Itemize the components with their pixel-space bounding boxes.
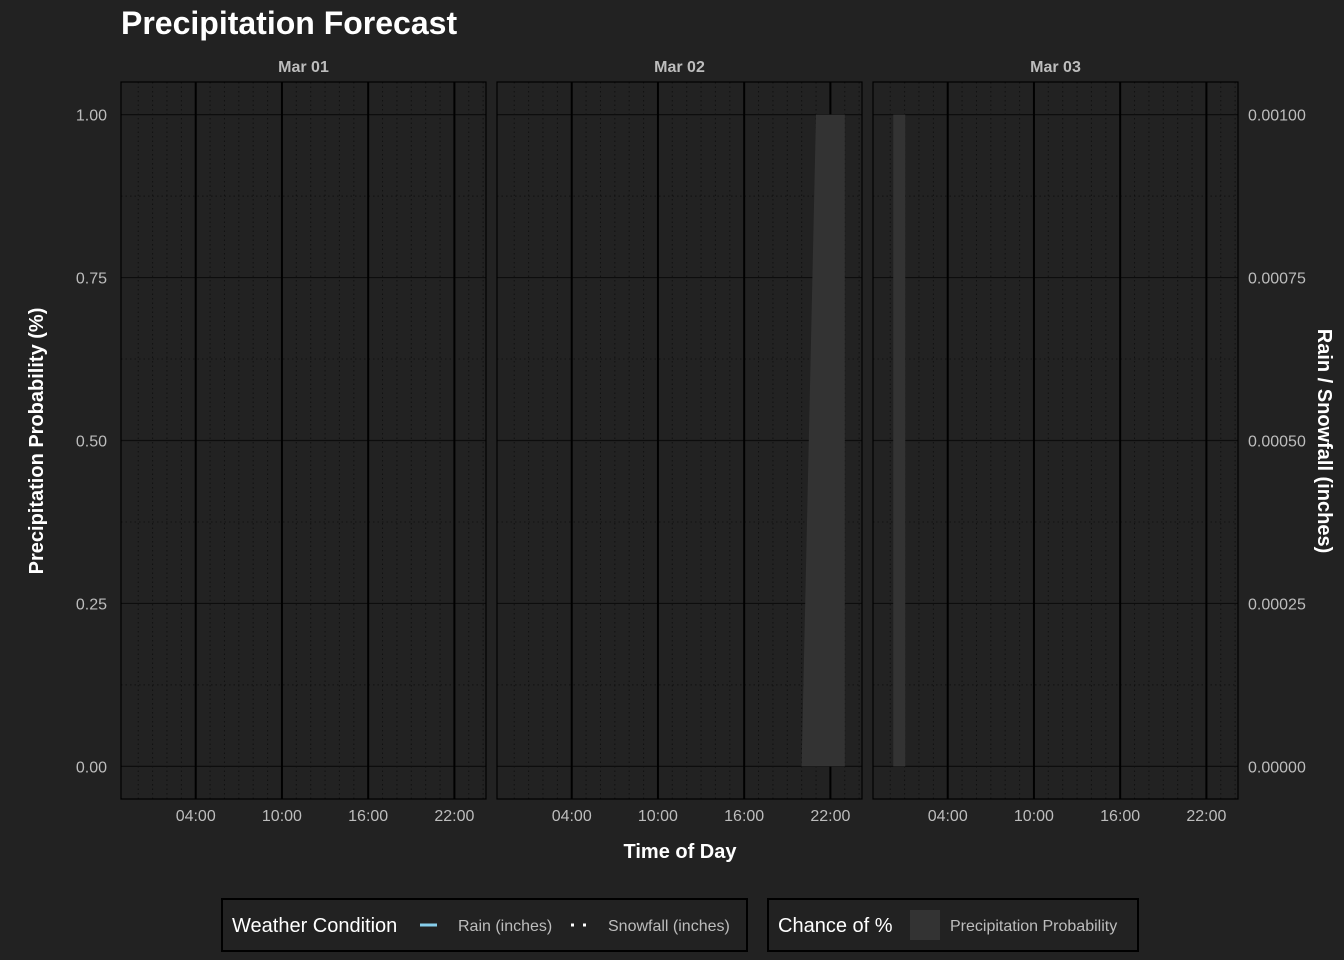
y-tick-label-left: 0.25 [76, 596, 107, 613]
y-tick-label-left: 0.00 [76, 759, 107, 776]
y-tick-label-left: 0.50 [76, 434, 107, 451]
chart-legends: Weather Condition Rain (inches) Snowfall (… [221, 898, 1139, 952]
x-tick-label: 04:00 [928, 808, 968, 825]
x-tick-label: 10:00 [262, 808, 302, 825]
legend-box [221, 898, 748, 952]
y-tick-label-left: 0.75 [76, 271, 107, 288]
panel-border [496, 81, 863, 800]
right-y-axis: 0.00000 0.00025 0.00050 0.00075 0.00100 [1248, 108, 1306, 777]
x-tick-label: 10:00 [638, 808, 678, 825]
x-tick-label: 10:00 [1014, 808, 1054, 825]
x-tick-label: 04:00 [552, 808, 592, 825]
x-tick-label: 04:00 [176, 808, 216, 825]
panel-border [872, 81, 1239, 800]
y-tick-label-left: 1.00 [76, 108, 107, 125]
x-tick-label: 22:00 [810, 808, 850, 825]
facet-strip-label: Mar 01 [278, 59, 329, 76]
snowfall-legend-label: Snowfall (inches) [608, 918, 730, 935]
x-tick-label: 16:00 [724, 808, 764, 825]
y-tick-label-right: 0.00050 [1248, 434, 1306, 451]
facet-panel-3: 04:00 10:00 16:00 22:00 Mar 03 [872, 59, 1239, 825]
y-axis-title-right: Rain / Snowfall (inches) [1313, 329, 1335, 553]
y-axis-title-left: Precipitation Probability (%) [26, 308, 48, 575]
chart-panels: 04:00 10:00 16:00 22:00 Mar 01 04:00 10:00 16:0… [76, 59, 1239, 825]
x-tick-label: 22:00 [434, 808, 474, 825]
legend-chance: Chance of % Precipitation Probability [767, 898, 1139, 952]
x-axis-title: Time of Day [624, 841, 738, 863]
probability-area-mar-03 [893, 114, 906, 767]
legend-weather-condition: Weather Condition Rain (inches) Snowfall (… [221, 898, 748, 952]
facet-panel-2: 04:00 10:00 16:00 22:00 Mar 02 [496, 59, 863, 825]
facet-strip-label: Mar 03 [1030, 59, 1081, 76]
y-tick-label-right: 0.00100 [1248, 108, 1306, 125]
facet-panel-1: 04:00 10:00 16:00 22:00 Mar 01 [120, 59, 487, 825]
legend-title: Chance of % [778, 915, 893, 937]
y-tick-label-right: 0.00000 [1248, 759, 1306, 776]
rain-legend-label: Rain (inches) [458, 918, 552, 935]
facet-strip-label: Mar 02 [654, 59, 705, 76]
panel-border [120, 81, 487, 800]
legend-title: Weather Condition [232, 915, 397, 937]
legend-box [767, 898, 1139, 952]
y-tick-label-right: 0.00025 [1248, 596, 1306, 613]
probability-legend-key [910, 910, 940, 940]
chart-title: Precipitation Forecast [121, 5, 457, 41]
probability-area-mar-02 [801, 114, 845, 767]
x-tick-label: 16:00 [1100, 808, 1140, 825]
x-tick-label: 22:00 [1186, 808, 1226, 825]
x-tick-label: 16:00 [348, 808, 388, 825]
y-tick-label-right: 0.00075 [1248, 271, 1306, 288]
probability-legend-label: Precipitation Probability [950, 918, 1117, 935]
